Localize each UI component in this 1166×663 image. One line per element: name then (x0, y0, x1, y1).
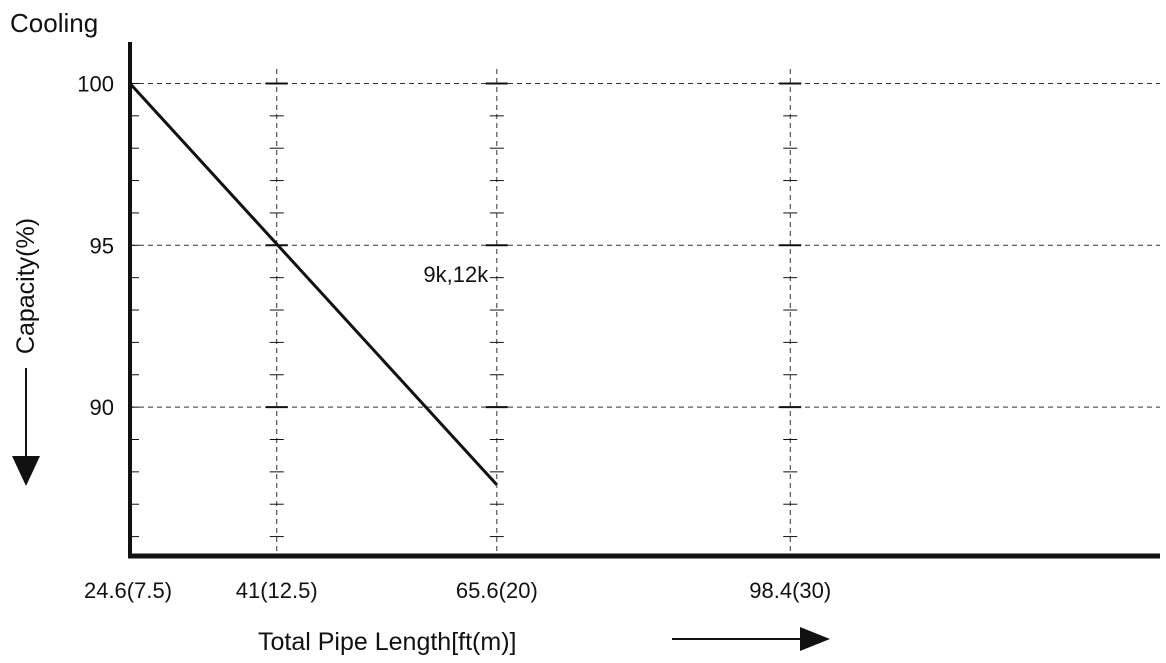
x-axis-label: Total Pipe Length[ft(m)] (258, 628, 516, 656)
label-layer: Cooling Capacity(%) Total Pipe Length[ft… (10, 8, 830, 656)
x-tick-label: 65.6(20) (456, 578, 538, 603)
y-axis-arrow (12, 368, 40, 486)
x-axis-arrow (672, 627, 830, 651)
y-axis-label: Capacity(%) (12, 218, 40, 354)
axes-layer: 100 95 90 24.6(7.5) 41(12.5) 65.6(20) 98.4(30) (77, 42, 1160, 603)
grid-layer (130, 69, 1160, 556)
x-tick-label: 24.6(7.5) (84, 578, 172, 603)
y-tick-label: 100 (77, 71, 114, 96)
x-tick-label: 98.4(30) (749, 578, 831, 603)
y-tick-label: 90 (90, 395, 114, 420)
y-tick-label: 95 (90, 233, 114, 258)
series-line-9k-12k (128, 82, 498, 486)
chart-title: Cooling (10, 8, 98, 38)
series-label: 9k,12k (423, 262, 489, 287)
series-layer: 9k,12k (128, 82, 498, 486)
x-tick-label: 41(12.5) (236, 578, 318, 603)
